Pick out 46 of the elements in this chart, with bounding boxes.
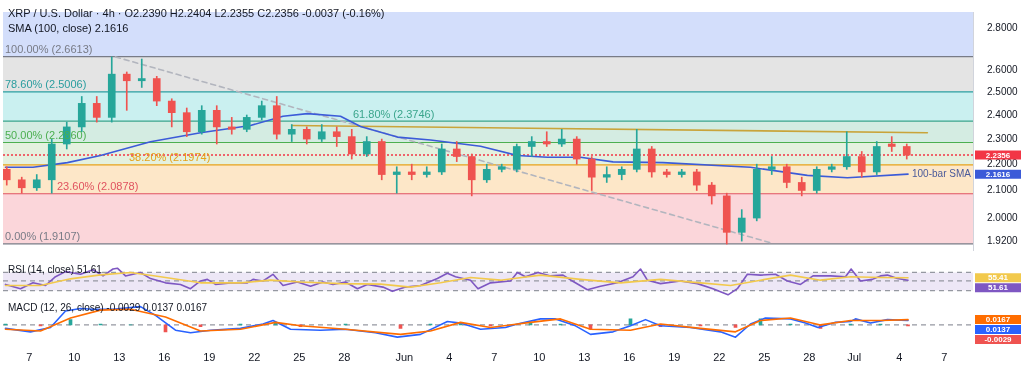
y-tick-label: 1.9200 (987, 234, 1019, 246)
x-tick-label: 7 (26, 351, 33, 364)
ref-line-label: 78.60% (2.5006) (5, 78, 87, 91)
x-tick-label: 28 (803, 351, 816, 364)
x-tick-label: 25 (293, 351, 306, 364)
y-tick-label: 2.1000 (987, 184, 1019, 196)
ref-line-label: 38.20% (2.1974) (129, 151, 211, 164)
x-tick-label: 22 (713, 351, 726, 364)
y-tick-label: 2.0000 (987, 211, 1019, 223)
annotation: 100-bar SMA (912, 167, 972, 179)
y-tick-label: 2.5000 (987, 85, 1019, 97)
text: SMA (100, close) 2.1616 (8, 21, 130, 36)
x-tick-label: 7 (491, 351, 498, 364)
ref-line-label: 100.00% (2.6613) (5, 43, 93, 56)
x-tick-label: 10 (533, 351, 546, 364)
x-tick-label: 4 (446, 351, 453, 364)
x-tick-label: 28 (338, 351, 351, 364)
ref-line-label: 23.60% (2.0878) (57, 180, 139, 193)
x-tick-label: 4 (896, 351, 903, 364)
x-tick-label: Jun (395, 351, 414, 364)
x-tick-label: Jul (847, 351, 862, 364)
x-tick-label: 25 (758, 351, 771, 364)
text: 0.0167 (985, 315, 1011, 325)
x-tick-label: 16 (158, 351, 171, 364)
x-tick-label: 13 (113, 351, 126, 364)
y-tick-label: 2.6000 (987, 63, 1019, 75)
y-tick-label: 2.2000 (987, 157, 1019, 169)
x-tick-label: 16 (623, 351, 636, 364)
ref-line-label: 0.00% (1.9107) (5, 230, 81, 243)
y-tick-label: 2.4000 (987, 108, 1019, 120)
text: 2.1616 (985, 169, 1011, 179)
x-tick-label: 13 (578, 351, 591, 364)
text: 55.41 (987, 273, 1009, 283)
chart-title: XRP / U.S. Dollar · 4h · O2.2390 H2.2404 L2.2355 C2.2356 -0.0037 (-0.16%) (8, 6, 385, 21)
y-tick-label: 2.8000 (987, 21, 1019, 33)
x-tick-label: 19 (668, 351, 681, 364)
text: -0.0029 (984, 335, 1013, 345)
x-tick-label: 10 (68, 351, 81, 364)
x-tick-label: 19 (203, 351, 216, 364)
text: 0.0137 (985, 325, 1011, 335)
x-tick-label: 22 (248, 351, 261, 364)
x-tick-label: 7 (941, 351, 948, 364)
ref-line-label: 61.80% (2.3746) (353, 107, 435, 120)
ref-line-label: 2.2356 (985, 150, 1011, 160)
y-tick-label: 2.3000 (987, 132, 1019, 144)
text: 51.61 (987, 283, 1009, 293)
